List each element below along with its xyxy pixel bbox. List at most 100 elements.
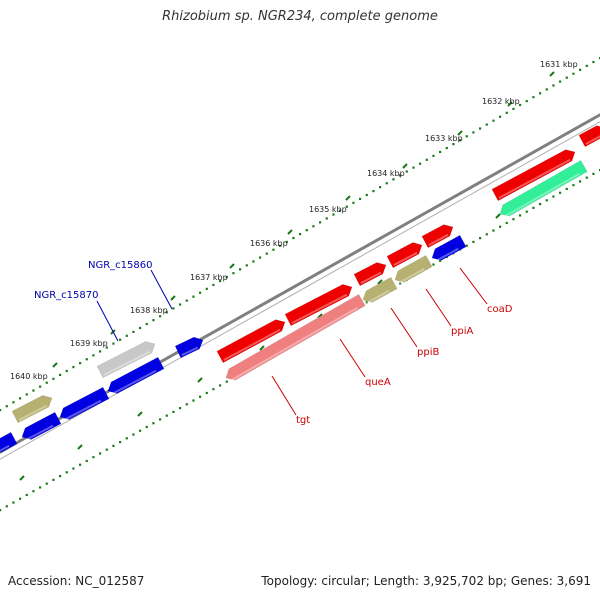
kbp-tick-label: 1637 kbp — [190, 273, 228, 282]
inner-tick-dot — [212, 388, 215, 391]
inner-tick-dot — [125, 437, 128, 440]
outer-tick-dot — [552, 84, 555, 87]
outer-tick-dot — [492, 119, 495, 122]
gene-feature-olive[interactable] — [11, 395, 53, 424]
gene-label-ppib[interactable]: ppiB — [417, 347, 439, 358]
inner-tick-dot — [192, 399, 195, 402]
inner-tick-dot — [579, 180, 582, 183]
outer-tick-dot — [105, 346, 108, 349]
genome-backbone — [0, 113, 600, 460]
gene-feature-red[interactable] — [216, 319, 286, 364]
inner-tick-dot — [552, 195, 555, 198]
major-tick — [77, 444, 83, 450]
major-tick — [52, 362, 58, 368]
major-tick — [197, 377, 203, 383]
gene-label-quea[interactable]: queA — [365, 377, 391, 388]
outer-tick-dot — [305, 229, 308, 232]
outer-tick-dot — [459, 139, 462, 142]
gene-feature-blue[interactable] — [0, 431, 18, 453]
major-tick — [317, 313, 323, 319]
gene-label-ngr_c15870[interactable]: NGR_c15870 — [34, 290, 99, 301]
outer-tick-dot — [0, 409, 2, 412]
inner-tick-dot — [39, 486, 42, 489]
gene-feature-red[interactable] — [284, 284, 353, 327]
gene-feature-red[interactable] — [386, 242, 423, 269]
outer-tick-dot — [179, 303, 182, 306]
outer-tick-dot — [45, 381, 48, 384]
outer-tick-dot — [165, 311, 168, 314]
kbp-tick-label: 1631 kbp — [540, 60, 578, 69]
outer-tick-dot — [259, 256, 262, 259]
outer-tick-dot — [545, 88, 548, 91]
inner-tick-dot — [585, 176, 588, 179]
gene-leader-lines — [96, 267, 488, 416]
inner-tick-dot — [545, 199, 548, 202]
inner-tick-dot — [199, 395, 202, 398]
outer-tick-dot — [92, 354, 95, 357]
inner-tick-dot — [119, 441, 122, 444]
gene-feature-gray[interactable] — [96, 341, 156, 379]
kbp-tick-label: 1634 kbp — [367, 169, 405, 178]
major-tick — [549, 71, 555, 77]
outer-tick-dot — [332, 213, 335, 216]
gene-feature-red[interactable] — [421, 224, 454, 249]
gene-label-coad[interactable]: coaD — [487, 304, 513, 315]
gene-feature-blue[interactable] — [59, 386, 110, 421]
inner-tick-dot — [559, 191, 562, 194]
inner-tick-dot — [219, 384, 222, 387]
outer-tick-dot — [592, 60, 595, 64]
gene-feature-pink[interactable] — [225, 294, 366, 382]
gene-feature-red[interactable] — [353, 262, 387, 287]
gene-label-tgt[interactable]: tgt — [296, 415, 310, 426]
gene-feature-blue[interactable] — [107, 356, 165, 395]
inner-tick-dot — [479, 237, 482, 240]
major-tick — [457, 130, 463, 136]
inner-tick-dot — [505, 221, 508, 225]
outer-tick-dot — [425, 158, 428, 161]
outer-tick-dot — [319, 221, 322, 224]
inner-tick-dot — [572, 184, 575, 187]
gene-feature-red[interactable] — [578, 125, 600, 148]
inner-tick-dot — [439, 259, 442, 262]
gene-feature-blue[interactable] — [431, 234, 467, 262]
inner-tick-dot — [112, 444, 115, 447]
outer-tick-dot — [579, 68, 582, 71]
outer-tick-dot — [359, 197, 362, 200]
gene-feature-red[interactable] — [491, 149, 576, 202]
major-tick — [259, 345, 265, 351]
outer-tick-dot — [32, 389, 35, 392]
inner-tick-dot — [365, 301, 368, 304]
inner-tick-dot — [172, 410, 175, 413]
inner-tick-dot — [5, 505, 8, 508]
gene-feature-blue[interactable] — [174, 336, 204, 359]
gene-feature-blue[interactable] — [21, 411, 62, 441]
outer-tick-dot — [279, 244, 282, 247]
gene-label-ngr_c15860[interactable]: NGR_c15860 — [88, 260, 153, 271]
kbp-tick-label: 1632 kbp — [482, 97, 520, 106]
accession-text: Accession: NC_012587 — [8, 574, 145, 588]
inner-tick-dot — [492, 229, 495, 232]
outer-tick-dot — [292, 236, 295, 240]
gene-label-ppia[interactable]: ppiA — [451, 326, 473, 337]
inner-tick-dot — [59, 475, 62, 478]
outer-tick-dot — [379, 186, 382, 189]
inner-tick-dot — [225, 380, 228, 383]
outer-tick-dot — [252, 260, 255, 263]
outer-tick-dot — [185, 299, 188, 302]
inner-tick-dot — [519, 214, 522, 217]
outer-tick-dot — [192, 295, 195, 298]
outer-tick-dot — [19, 397, 22, 400]
kbp-tick-label: 1640 kbp — [10, 372, 48, 381]
gene-feature-olive[interactable] — [362, 276, 398, 304]
inner-tick-dot — [565, 187, 568, 191]
gene-feature-teal[interactable] — [499, 160, 588, 218]
outer-tick-dot — [505, 111, 508, 114]
kbp-tick-label: 1639 kbp — [70, 339, 108, 348]
outer-tick-dot — [139, 326, 142, 330]
outer-tick-dot — [565, 76, 568, 79]
gene-feature-olive[interactable] — [394, 254, 433, 284]
outer-tick-dot — [445, 146, 448, 150]
outer-tick-dot — [12, 401, 15, 404]
outer-tick-dot — [239, 268, 242, 271]
outer-tick-dot — [312, 225, 315, 228]
